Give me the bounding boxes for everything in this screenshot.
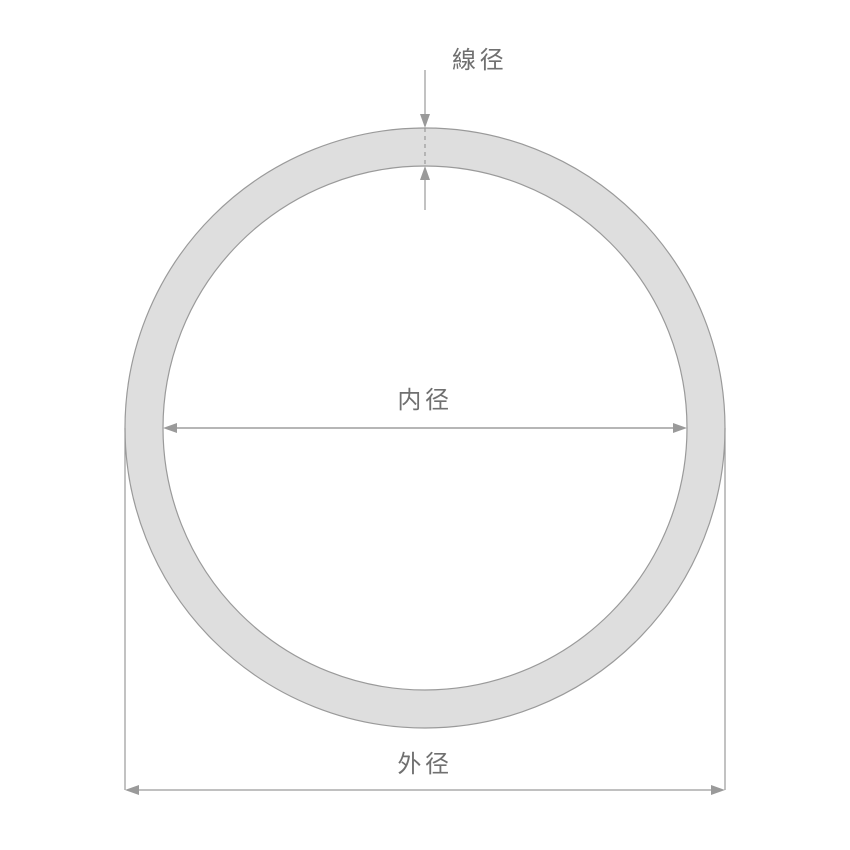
inner-diameter-label: 内径 <box>397 387 452 414</box>
outer-diameter-label: 外径 <box>397 751 452 778</box>
wall-thickness-label: 線径 <box>452 47 507 74</box>
